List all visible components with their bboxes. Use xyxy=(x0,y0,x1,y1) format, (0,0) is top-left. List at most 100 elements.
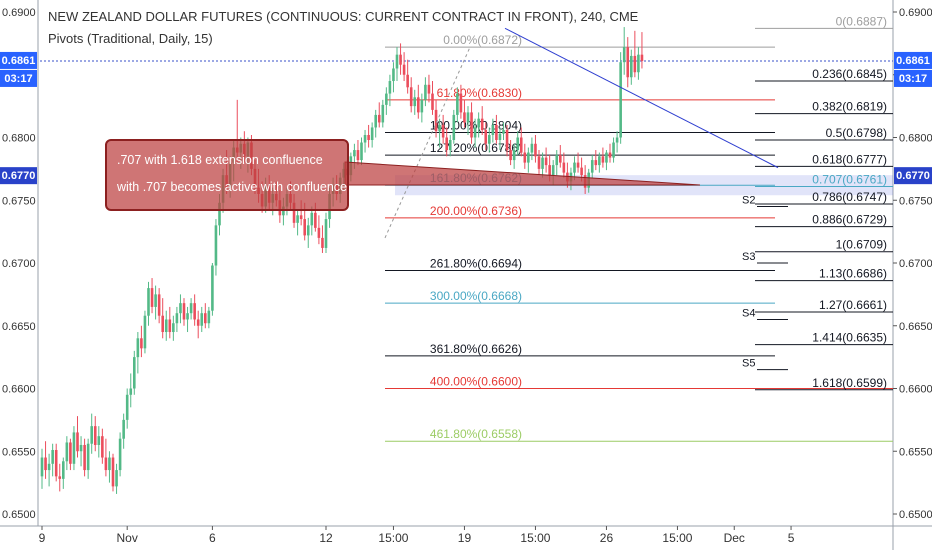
candle-body xyxy=(136,338,140,358)
candle-body xyxy=(438,124,441,132)
countdown-tag-right-bg xyxy=(894,69,932,87)
y-tick-label-right: 0.6750 xyxy=(899,195,932,207)
candle-body xyxy=(551,165,555,176)
extension-label: 200.00%(0.6736) xyxy=(430,204,522,218)
candle-body xyxy=(612,142,615,158)
candle-body xyxy=(466,112,470,123)
extension-label: 127.20%(0.6786) xyxy=(430,141,522,155)
candle-body xyxy=(143,315,147,349)
candle-body xyxy=(431,93,434,110)
candle-body xyxy=(175,313,179,324)
candle-body xyxy=(204,313,207,324)
candle-body xyxy=(186,313,189,320)
candle-body xyxy=(424,84,427,100)
trendline xyxy=(504,27,779,169)
y-tick-label-right: 0.6700 xyxy=(899,258,932,270)
candle-body xyxy=(196,319,200,326)
x-tick-label: 15:00 xyxy=(378,531,408,545)
candle-body xyxy=(477,118,480,128)
candle-body xyxy=(44,457,47,471)
retracement-label: 0.236(0.6845) xyxy=(812,67,887,81)
candle-body xyxy=(157,294,161,316)
x-tick-label: 5 xyxy=(788,531,795,545)
candle-body xyxy=(562,162,566,173)
candle-body xyxy=(214,225,218,266)
candle-body xyxy=(93,426,97,445)
candle-body xyxy=(69,442,72,464)
candle-body xyxy=(370,127,374,141)
candle-body xyxy=(115,470,118,487)
candle-body xyxy=(495,124,498,141)
candle-body xyxy=(590,160,594,173)
candle-body xyxy=(292,202,296,223)
countdown-tag-right: 03:17 xyxy=(899,73,927,85)
candle-body xyxy=(488,134,491,144)
y-tick-label-right: 0.6800 xyxy=(899,133,932,145)
candle-body xyxy=(79,444,83,452)
x-tick-label: 19 xyxy=(458,531,472,545)
candle-body xyxy=(445,137,448,151)
candle-body xyxy=(402,64,406,75)
extension-label: 461.80%(0.6558) xyxy=(430,427,522,441)
candle-body xyxy=(76,432,79,452)
x-tick-label: Nov xyxy=(117,531,138,545)
callout-line-2: with .707 becomes active with confluence xyxy=(117,180,347,194)
candle-body xyxy=(480,118,484,130)
candle-body xyxy=(388,81,392,94)
candle-body xyxy=(399,54,402,65)
candle-body xyxy=(218,202,221,226)
candle-body xyxy=(519,137,523,153)
candle-body xyxy=(548,165,551,176)
pivot-label: S3 xyxy=(742,251,755,263)
y-tick-label-left: 0.6550 xyxy=(2,446,36,458)
candle-body xyxy=(374,114,377,128)
candle-body xyxy=(473,127,477,138)
candle-body xyxy=(420,99,424,113)
candle-body xyxy=(527,152,530,163)
candle-body xyxy=(83,444,86,471)
candle-body xyxy=(182,303,186,320)
candle-body xyxy=(534,143,537,157)
last-price-tag-right: 0.6861 xyxy=(896,55,930,67)
extension-label: 261.80%(0.6694) xyxy=(430,257,522,271)
candle-body xyxy=(172,323,175,333)
retracement-label: 0.382(0.6819) xyxy=(812,100,887,114)
level-tag-left: 0.6770 xyxy=(2,170,36,182)
y-tick-label-left: 0.6600 xyxy=(2,384,36,396)
candle-body xyxy=(101,436,104,458)
candle-body xyxy=(150,288,154,307)
candle-body xyxy=(324,219,328,248)
candle-body xyxy=(559,155,562,163)
candle-body xyxy=(356,150,360,161)
candle-body xyxy=(470,112,473,138)
level-tag-left-bg xyxy=(0,167,37,185)
x-tick-label: 15:00 xyxy=(520,531,550,545)
countdown-tag-left-bg xyxy=(0,69,37,87)
candle-body xyxy=(516,137,519,151)
annotation-callout[interactable]: .707 with 1.618 extension confluence wit… xyxy=(105,139,349,211)
candle-body xyxy=(58,476,62,479)
candle-body xyxy=(555,155,559,166)
candle-body xyxy=(189,303,193,314)
candle-body xyxy=(62,461,65,479)
candle-body xyxy=(456,93,459,115)
candle-body xyxy=(633,55,637,73)
candle-body xyxy=(314,212,317,228)
candle-body xyxy=(54,449,58,477)
candle-body xyxy=(65,442,69,462)
pivot-label: S2 xyxy=(742,195,755,207)
candle-body xyxy=(608,152,612,158)
candle-body xyxy=(207,310,211,324)
retracement-label: 0.618(0.6777) xyxy=(812,152,887,166)
retracement-label: 1.414(0.6635) xyxy=(812,331,887,345)
candle-body xyxy=(104,457,108,471)
pivot-label: S4 xyxy=(742,307,755,319)
candle-body xyxy=(541,157,544,169)
candle-body xyxy=(111,457,115,487)
x-tick-label: 12 xyxy=(319,531,333,545)
candle-body xyxy=(306,225,310,236)
fib-extension-guide xyxy=(384,46,471,239)
level-tag-right: 0.6770 xyxy=(896,170,930,182)
